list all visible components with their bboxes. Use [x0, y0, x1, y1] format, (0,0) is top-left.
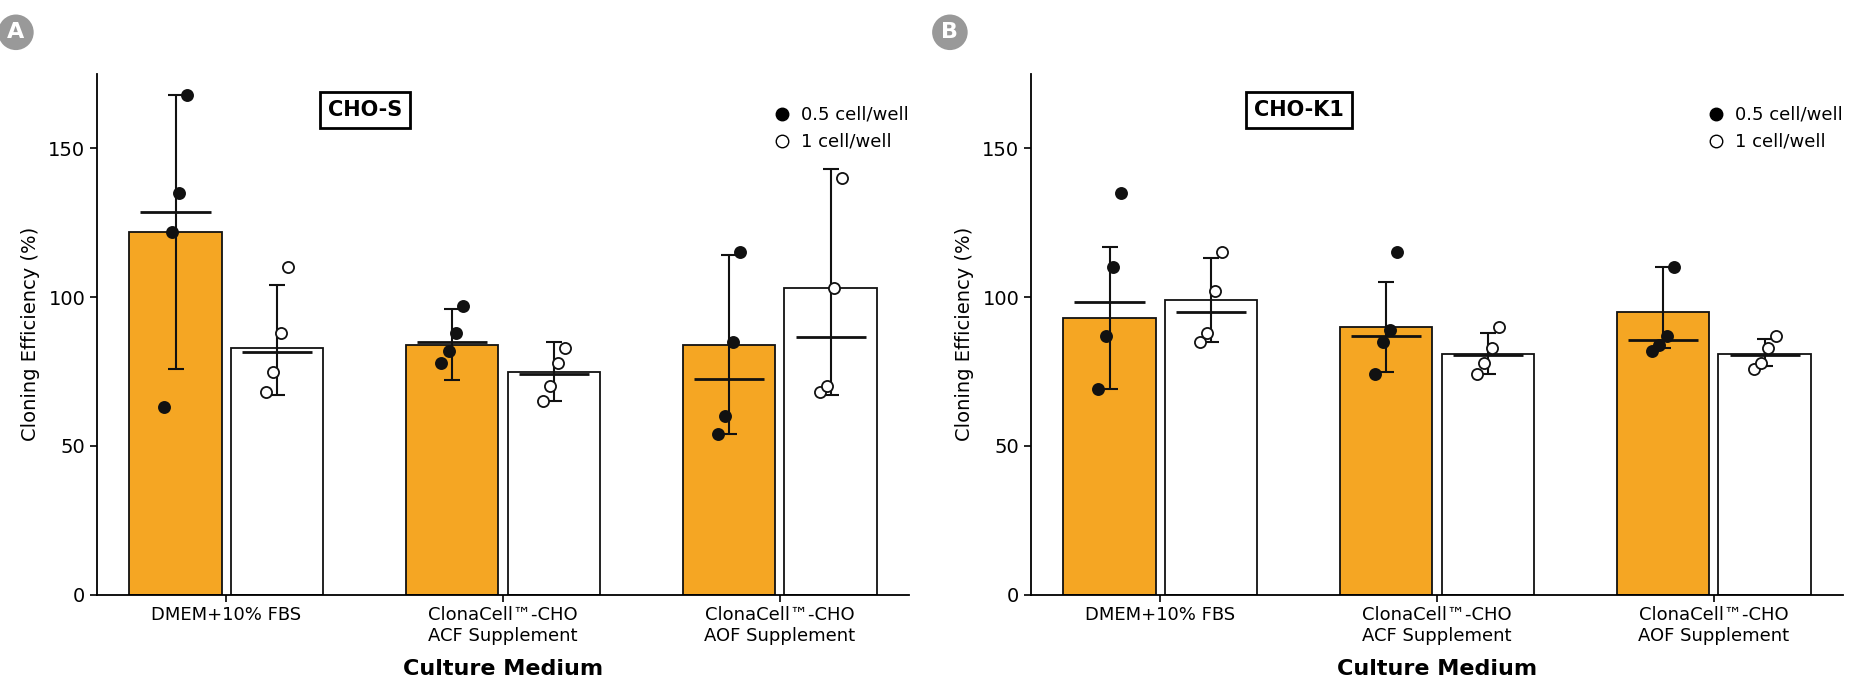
Bar [684, 344, 775, 595]
Bar [1618, 312, 1709, 595]
Y-axis label: Cloning Efficiency (%): Cloning Efficiency (%) [955, 228, 973, 442]
X-axis label: Culture Medium: Culture Medium [1337, 659, 1537, 679]
Text: A: A [7, 22, 24, 42]
Bar [232, 348, 323, 595]
Text: CHO-S: CHO-S [329, 100, 402, 120]
Bar [129, 232, 222, 595]
Bar [1442, 354, 1534, 595]
Legend: 0.5 cell/well, 1 cell/well: 0.5 cell/well, 1 cell/well [1705, 99, 1849, 158]
Bar [508, 372, 600, 595]
Bar [1063, 318, 1156, 595]
Legend: 0.5 cell/well, 1 cell/well: 0.5 cell/well, 1 cell/well [771, 99, 915, 158]
Bar [785, 288, 876, 595]
Bar [1339, 327, 1433, 595]
Text: CHO-K1: CHO-K1 [1253, 100, 1343, 120]
Bar [1719, 354, 1810, 595]
X-axis label: Culture Medium: Culture Medium [403, 659, 603, 679]
Y-axis label: Cloning Efficiency (%): Cloning Efficiency (%) [21, 228, 39, 442]
Bar [1166, 300, 1257, 595]
Text: B: B [941, 22, 958, 42]
Bar [405, 344, 499, 595]
